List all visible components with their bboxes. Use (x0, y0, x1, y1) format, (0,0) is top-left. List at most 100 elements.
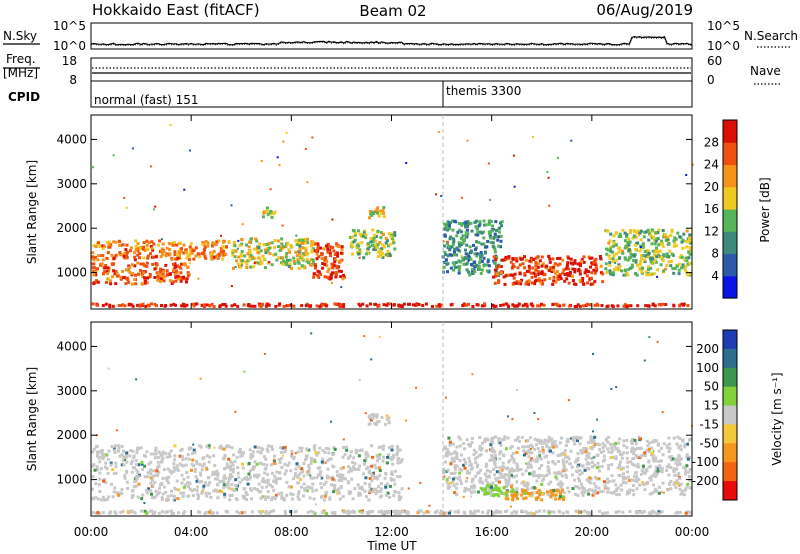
vel-cell (520, 481, 524, 485)
power-y-axis-title: Slant Range [km] (25, 160, 39, 264)
power-cell (182, 275, 185, 279)
power-cell (639, 238, 643, 242)
power-cell (342, 305, 345, 308)
power-cell (617, 235, 621, 238)
vel-cell (297, 497, 301, 501)
power-cell (136, 249, 140, 253)
vel-cell (256, 450, 260, 454)
vel-cell (446, 448, 450, 452)
vel-cell (592, 444, 596, 448)
vel-cell (210, 511, 214, 515)
power-cell (689, 272, 692, 275)
vel-cell (190, 452, 194, 456)
vel-cell (540, 464, 544, 467)
vel-cell (174, 487, 178, 491)
power-cell (623, 231, 627, 235)
vel-cell (635, 465, 639, 469)
power-cell (478, 257, 482, 261)
power-cell (421, 304, 425, 307)
vel-cell (232, 467, 235, 471)
vel-cell (685, 455, 689, 459)
power-cell (121, 269, 124, 273)
vel-cell (205, 444, 209, 448)
vel-cell (654, 489, 658, 493)
vel-cell (580, 491, 584, 495)
power-cell (280, 237, 284, 241)
power-cell (678, 235, 682, 239)
power-cell (179, 250, 183, 253)
vel-cell (626, 475, 630, 479)
power-cell (608, 239, 612, 243)
power-cell (501, 258, 504, 262)
vel-cell (548, 493, 552, 497)
power-cell (326, 247, 330, 251)
power-cell (492, 245, 496, 249)
vel-cell (180, 447, 184, 451)
power-cell (295, 234, 298, 237)
vel-cell (453, 450, 457, 454)
power-cell (654, 249, 658, 252)
vel-cell (493, 450, 497, 454)
vel-cell (225, 462, 229, 466)
vel-cell (642, 466, 645, 469)
vel-cell (325, 512, 329, 516)
power-cell (536, 304, 540, 308)
vel-cell (684, 470, 688, 474)
power-cell (492, 255, 496, 259)
power-cell (658, 249, 662, 253)
vel-cell (474, 474, 478, 478)
power-cell (551, 303, 555, 307)
power-cell (393, 231, 397, 235)
vel-cell (135, 448, 139, 452)
power-cell (504, 274, 508, 278)
vel-cell (552, 510, 556, 514)
power-cell (660, 239, 664, 243)
power-cell (186, 252, 189, 256)
power-cell (210, 244, 214, 248)
vel-cell (679, 482, 683, 486)
vel-cell (547, 469, 551, 473)
vel-cell (384, 422, 388, 426)
vel-cell (241, 453, 245, 457)
vel-cell (621, 510, 625, 514)
vel-cell (681, 439, 685, 443)
power-cell (108, 303, 112, 307)
vel-cell (326, 459, 330, 462)
power-cell (494, 220, 498, 224)
power-cell (624, 244, 628, 248)
power-cell (172, 267, 176, 271)
power-cell (464, 222, 468, 226)
vel-cell (524, 469, 528, 473)
vel-cell (182, 485, 186, 489)
power-cell (106, 272, 110, 276)
power-cell (113, 272, 117, 276)
power-cell (499, 221, 502, 225)
vel-cell (247, 472, 251, 476)
power-cell (450, 245, 454, 249)
vel-cell (555, 477, 559, 481)
power-cell (327, 267, 331, 271)
vel-cell (553, 462, 557, 466)
vel-cell (566, 437, 570, 441)
vel-cell (486, 511, 490, 515)
power-cell (258, 242, 262, 246)
power-cell (400, 304, 403, 308)
power-cell (411, 303, 415, 307)
vel-cell (643, 488, 647, 492)
power-cell (623, 257, 627, 261)
power-cell (142, 256, 146, 260)
power-cell (134, 244, 138, 248)
vel-cell (583, 509, 586, 513)
vel-cell (534, 496, 538, 500)
power-cell (194, 246, 198, 250)
vel-cell (170, 489, 173, 493)
power-cell (462, 302, 466, 306)
power-cell (615, 268, 619, 272)
power-cell (305, 253, 309, 257)
power-cell (654, 231, 658, 235)
vel-cell (648, 492, 652, 496)
vel-cell (485, 449, 488, 453)
power-cell (656, 231, 660, 235)
power-cell (677, 272, 681, 276)
vel-cell (263, 467, 267, 471)
